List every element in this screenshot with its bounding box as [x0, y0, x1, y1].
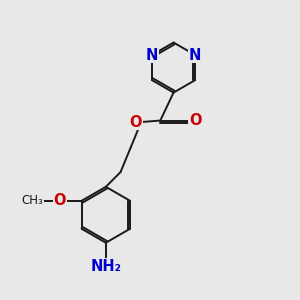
Text: O: O [189, 113, 201, 128]
Text: O: O [53, 193, 66, 208]
Text: N: N [189, 47, 201, 62]
Text: O: O [130, 115, 142, 130]
Text: CH₃: CH₃ [22, 194, 43, 207]
Text: N: N [146, 47, 158, 62]
Text: NH₂: NH₂ [90, 259, 121, 274]
